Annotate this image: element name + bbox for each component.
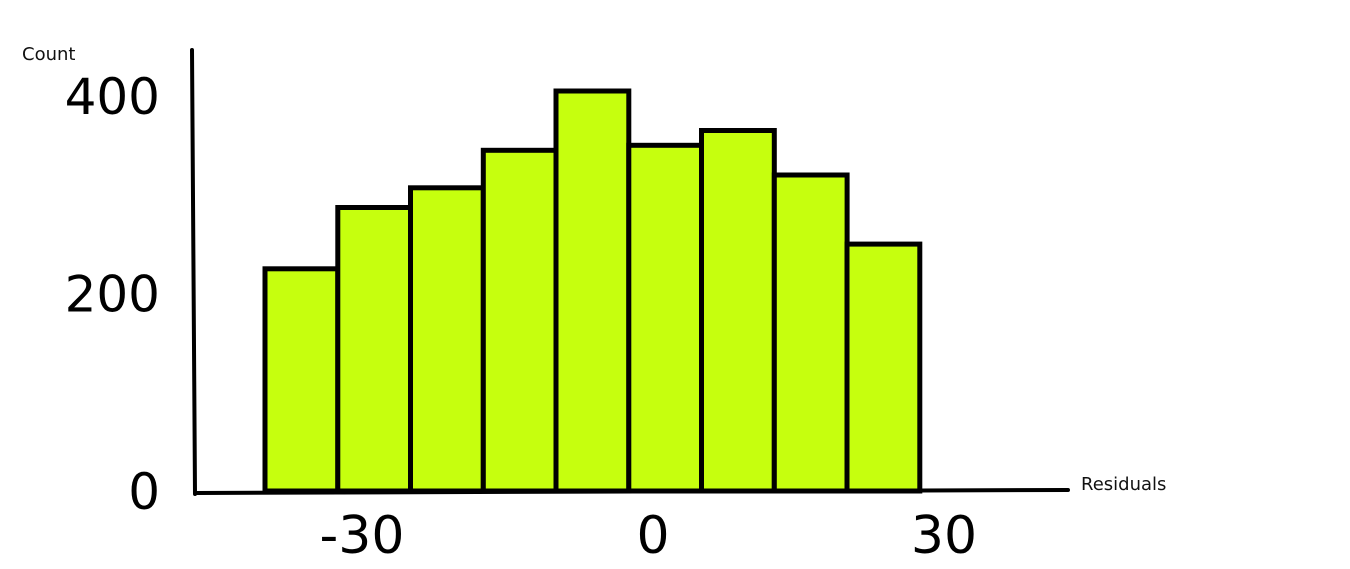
x-axis-line bbox=[194, 488, 1070, 495]
y-tick-label-1: 0 bbox=[128, 463, 160, 521]
y-tick-labels: 0 200 400 bbox=[65, 68, 160, 521]
histogram-bar-4 bbox=[480, 147, 559, 494]
histogram-bar-2 bbox=[335, 205, 414, 494]
y-tick-label-2: 200 bbox=[65, 266, 160, 324]
y-tick-label-3: 400 bbox=[65, 68, 160, 126]
histogram-bar-9 bbox=[844, 241, 923, 494]
x-tick-label-3: 30 bbox=[911, 506, 977, 566]
histogram-bar-8 bbox=[771, 172, 850, 494]
histogram-bar-3 bbox=[408, 185, 486, 494]
histogram-bar-7 bbox=[699, 128, 777, 494]
x-tick-label-2: 0 bbox=[636, 506, 669, 566]
y-axis-line bbox=[190, 48, 197, 496]
bars-group bbox=[262, 88, 923, 494]
x-tick-label-1: -30 bbox=[320, 506, 405, 566]
x-axis-title: Residuals bbox=[1081, 474, 1166, 495]
x-tick-labels: -30 0 30 bbox=[320, 506, 978, 566]
histogram-bar-1 bbox=[262, 266, 341, 494]
histogram-bar-6 bbox=[626, 142, 705, 494]
y-axis-title: Count bbox=[22, 44, 75, 65]
histogram-bar-5 bbox=[553, 88, 632, 494]
